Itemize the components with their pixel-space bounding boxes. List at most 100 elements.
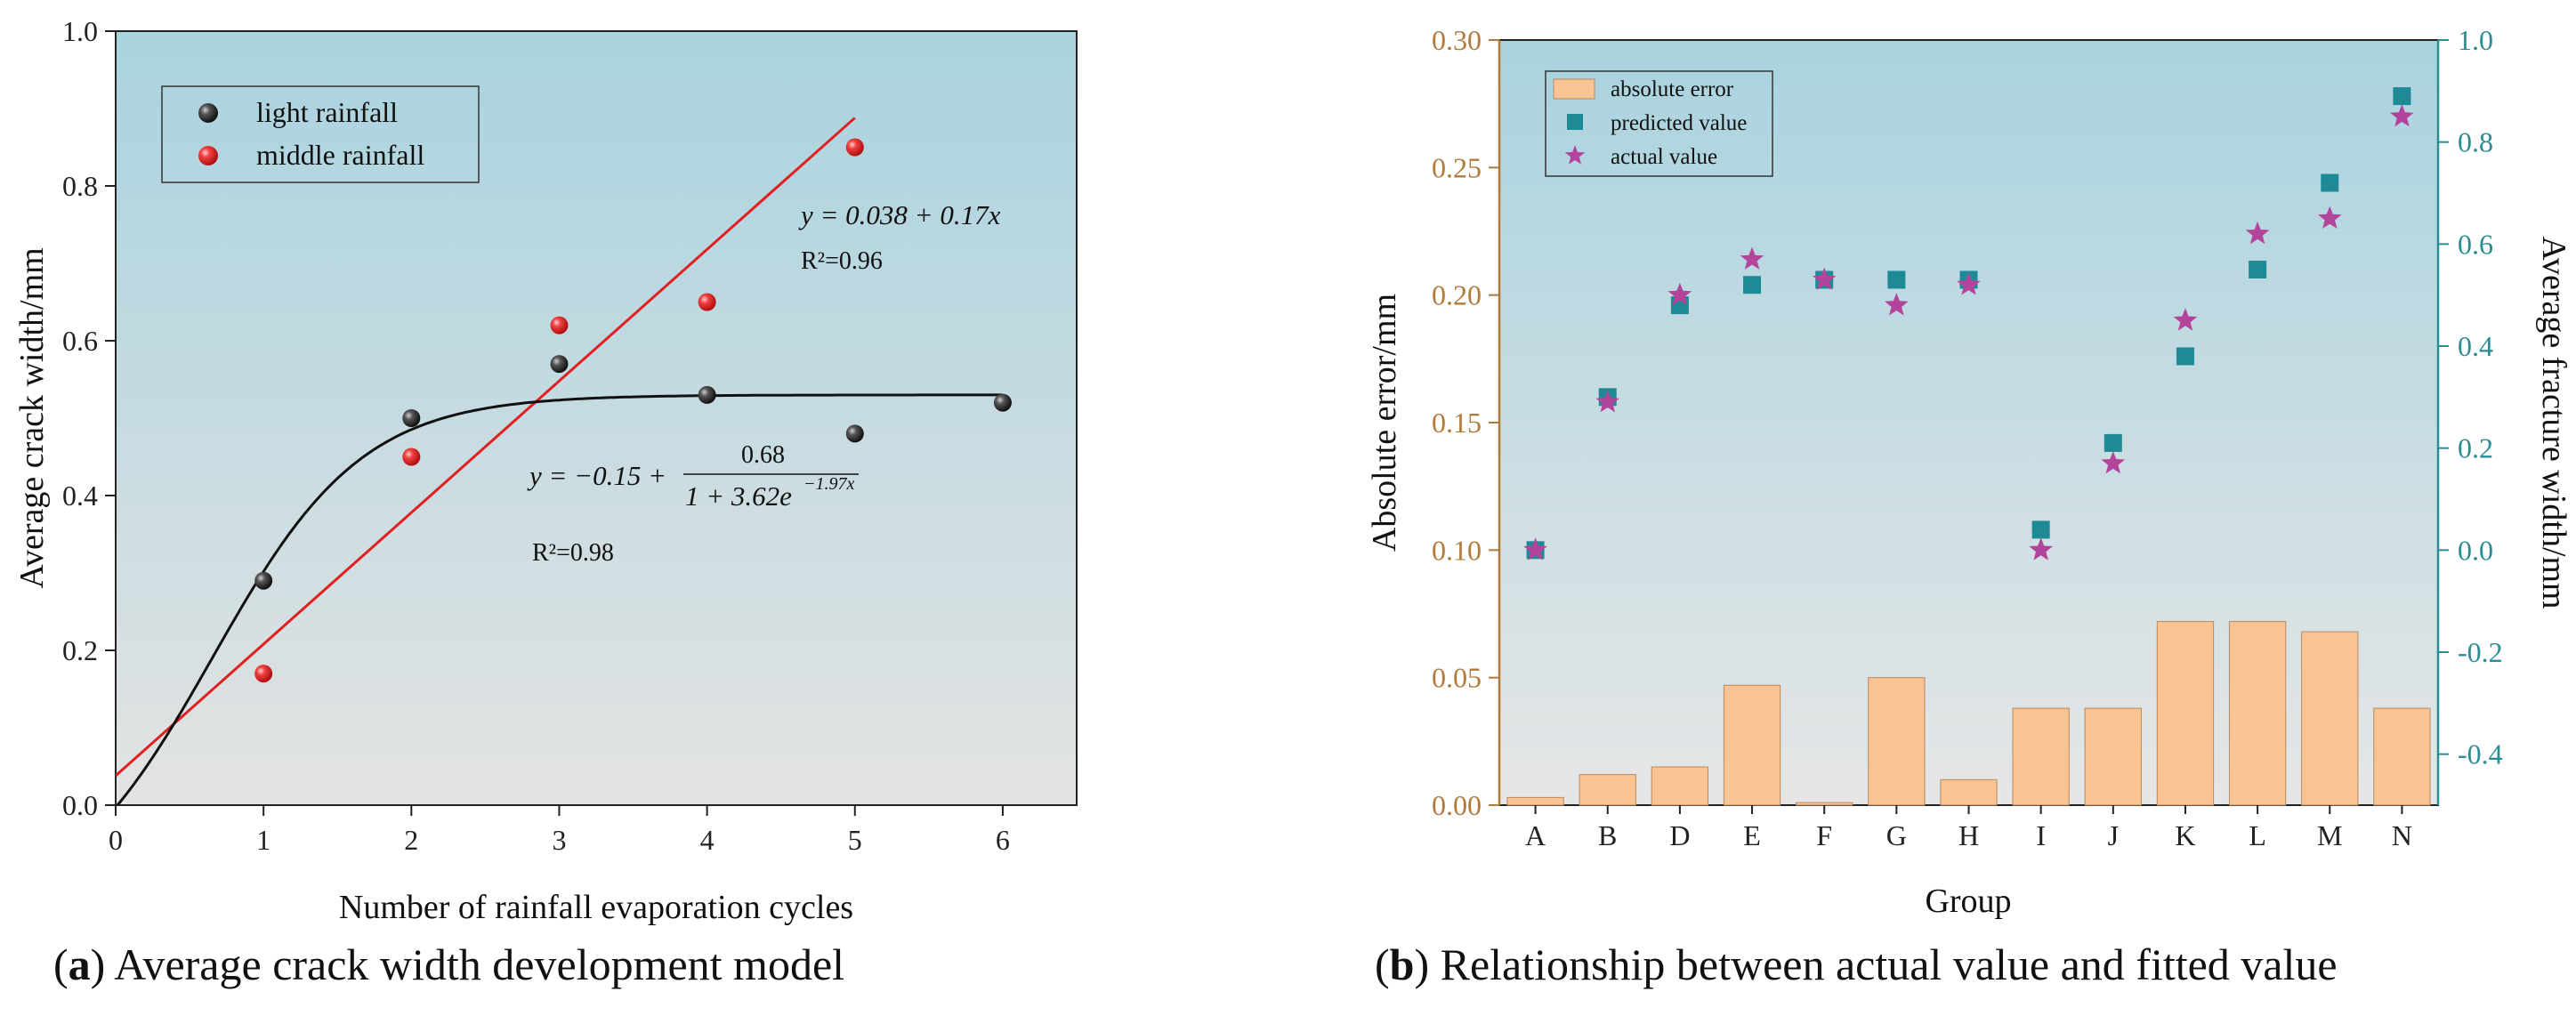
panel-a-chart: 0 1 2 3 4 5 6 0.0 0.2 0.4 0.6 0.8 1.0 light rainfal… bbox=[13, 15, 1078, 926]
bar-absolute-error bbox=[1506, 796, 1564, 806]
bar-absolute-error bbox=[2228, 621, 2287, 806]
bar-absolute-error bbox=[1723, 684, 1781, 806]
point-middle-rainfall bbox=[402, 448, 421, 466]
bar-absolute-error bbox=[1868, 677, 1926, 806]
bar-absolute-error bbox=[1579, 774, 1636, 806]
y-tick-label-right-b: -0.4 bbox=[2458, 738, 2503, 770]
x-tick-label-b: L bbox=[2249, 819, 2266, 851]
point-actual-value bbox=[1740, 246, 1764, 270]
bar-absolute-error bbox=[2084, 707, 2142, 806]
y-tick-label-a: 0.4 bbox=[62, 480, 98, 512]
point-actual-value bbox=[1668, 282, 1692, 305]
point-light-rainfall bbox=[254, 571, 273, 590]
x-axis-label-a: Number of rainfall evaporation cycles bbox=[339, 889, 853, 926]
y-tick-label-a: 0.2 bbox=[62, 634, 98, 666]
point-light-rainfall bbox=[698, 385, 716, 404]
bar-absolute-error bbox=[2373, 707, 2431, 806]
y-tick-label-left-b: 0.05 bbox=[1432, 662, 1482, 694]
legend-label-actual-value: actual value bbox=[1611, 145, 1717, 169]
legend-a: light rainfall middle rainfall bbox=[161, 85, 480, 183]
y-tick-label-a: 0.0 bbox=[62, 789, 98, 821]
legend-label-predicted-value: predicted value bbox=[1611, 111, 1747, 135]
point-middle-rainfall bbox=[550, 316, 569, 335]
x-tick-label-b: F bbox=[1816, 819, 1832, 851]
point-predicted-value bbox=[2176, 347, 2194, 366]
y-axis-label-left-b: Absolute error/mm bbox=[1366, 294, 1403, 552]
x-axis-label-b: Group bbox=[1925, 883, 2011, 920]
point-predicted-value bbox=[2321, 173, 2339, 192]
equation-logistic-left: y = −0.15 + bbox=[527, 460, 666, 491]
y-tick-label-left-b: 0.10 bbox=[1432, 534, 1482, 566]
y-tick-label-right-b: 0.8 bbox=[2458, 126, 2493, 158]
caption-a-letter: a bbox=[68, 939, 91, 989]
bar-absolute-error bbox=[1796, 802, 1853, 806]
point-predicted-value bbox=[2031, 520, 2050, 539]
y-tick-label-a: 0.6 bbox=[62, 325, 98, 357]
x-tick-label-b: H bbox=[1958, 819, 1979, 851]
bar-absolute-error bbox=[2301, 631, 2359, 806]
x-tick-label-a: 2 bbox=[404, 824, 418, 856]
point-light-rainfall bbox=[993, 393, 1012, 412]
x-tick-label-b: J bbox=[2108, 819, 2119, 851]
legend-b-box bbox=[1545, 70, 1773, 177]
x-tick-label-b: B bbox=[1598, 819, 1617, 851]
legend-label-middle-rainfall: middle rainfall bbox=[256, 139, 424, 171]
point-middle-rainfall bbox=[698, 293, 716, 311]
y-tick-label-left-b: 0.20 bbox=[1432, 279, 1482, 311]
legend-marker-actual-value bbox=[1564, 145, 1586, 165]
caption-a-text: Average crack width development model bbox=[114, 939, 845, 989]
point-predicted-value bbox=[2393, 87, 2411, 106]
legend-label-light-rainfall: light rainfall bbox=[256, 96, 398, 128]
point-actual-value bbox=[2029, 537, 2053, 560]
point-actual-value bbox=[1957, 272, 1981, 295]
legend-marker-light-rainfall bbox=[198, 103, 218, 123]
legend-label-absolute-error: absolute error bbox=[1611, 77, 1734, 101]
caption-b-letter: b bbox=[1389, 939, 1415, 989]
x-tick-label-b: K bbox=[2175, 819, 2195, 851]
bar-absolute-error bbox=[1940, 778, 1998, 806]
bar-absolute-error bbox=[2156, 621, 2215, 806]
bar-absolute-error bbox=[2012, 707, 2070, 806]
equation-linear: y = 0.038 + 0.17x bbox=[798, 199, 1001, 230]
x-tick-label-b: M bbox=[2317, 819, 2342, 851]
x-tick-label-b: G bbox=[1886, 819, 1907, 851]
equation-logistic-numerator: 0.68 bbox=[741, 441, 785, 469]
point-actual-value bbox=[1595, 390, 1619, 413]
y-tick-label-left-b: 0.25 bbox=[1432, 151, 1482, 183]
plot-area-a bbox=[115, 30, 1078, 806]
y-axis-label-right-b: Average fracture width/mm bbox=[2535, 236, 2572, 609]
x-tick-label-b: N bbox=[2392, 819, 2412, 851]
fit-line-linear bbox=[116, 117, 856, 778]
x-tick-label-b: I bbox=[2036, 819, 2046, 851]
point-actual-value bbox=[2101, 450, 2126, 474]
point-middle-rainfall bbox=[845, 138, 864, 157]
legend-a-box bbox=[161, 85, 480, 183]
x-tick-label-a: 4 bbox=[700, 824, 715, 856]
equation-logistic-exponent: −1.97x bbox=[803, 474, 854, 494]
x-tick-label-a: 5 bbox=[848, 824, 862, 856]
x-tick-label-a: 3 bbox=[552, 824, 566, 856]
y-tick-label-right-b: 0.2 bbox=[2458, 432, 2493, 464]
point-actual-value bbox=[2173, 308, 2198, 331]
legend-marker-predicted-value bbox=[1567, 114, 1583, 130]
y-tick-label-a: 1.0 bbox=[62, 15, 98, 47]
x-tick-label-b: E bbox=[1743, 819, 1761, 851]
y-tick-label-right-b: 1.0 bbox=[2458, 24, 2493, 56]
y-tick-label-right-b: -0.2 bbox=[2458, 636, 2503, 668]
point-actual-value bbox=[1885, 293, 1909, 316]
y-tick-label-left-b: 0.15 bbox=[1432, 407, 1482, 439]
x-tick-label-a: 6 bbox=[996, 824, 1010, 856]
bar-absolute-error bbox=[1651, 766, 1709, 806]
x-tick-label-a: 1 bbox=[256, 824, 271, 856]
legend-marker-absolute-error bbox=[1553, 78, 1595, 100]
caption-b: (b) Relationship between actual value an… bbox=[1375, 939, 2338, 989]
point-predicted-value bbox=[2249, 261, 2267, 278]
point-predicted-value bbox=[1743, 276, 1762, 294]
point-actual-value bbox=[1523, 537, 1547, 560]
legend-marker-middle-rainfall bbox=[198, 146, 218, 165]
y-tick-label-right-b: 0.4 bbox=[2458, 330, 2493, 362]
point-light-rainfall bbox=[550, 355, 569, 374]
point-actual-value bbox=[1812, 267, 1837, 290]
point-predicted-value bbox=[1887, 270, 1906, 289]
